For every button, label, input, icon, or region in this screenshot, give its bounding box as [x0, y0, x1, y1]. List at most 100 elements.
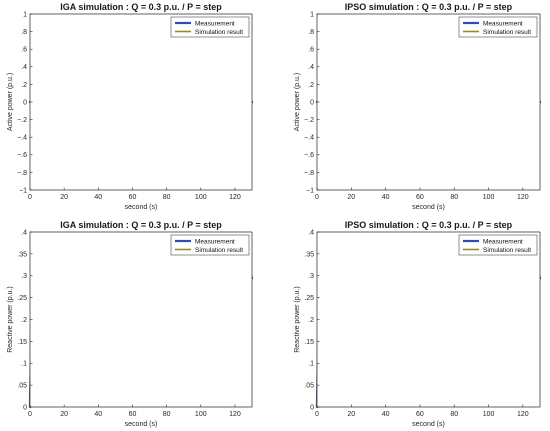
legend-label-simulation-result: Simulation result	[195, 247, 243, 254]
legend-label-measurement: Measurement	[483, 238, 523, 245]
y-tick-label: −.4	[304, 135, 314, 142]
y-tick-label: .4	[21, 229, 27, 236]
y-tick-label: .15	[304, 339, 314, 346]
x-tick-label: 100	[195, 411, 207, 418]
legend: Measurement Simulation result	[458, 234, 538, 256]
y-tick-label: −.2	[304, 117, 314, 124]
y-tick-label: −.2	[17, 117, 27, 124]
y-tick-label: −.4	[17, 135, 27, 142]
y-tick-label: −.8	[304, 170, 314, 177]
plot-frame	[29, 231, 253, 408]
chart-panel-4: 0 20 40 60 80 100 120 0 .05 .1 .15 .2 .25 .3 .35 .4 IPSO…	[294, 220, 542, 428]
chart-panel-3: 0 20 40 60 80 100 120 0 .05 .1 .15 .2 .25 .3 .35 .4 IGA …	[7, 220, 254, 428]
y-axis-label: Reactive power (p.u.)	[7, 286, 14, 353]
x-tick-label: 40	[382, 194, 390, 201]
y-tick-label: .6	[308, 47, 314, 54]
y-tick-label: −.6	[304, 152, 314, 159]
x-axis-label: second (s)	[412, 204, 445, 211]
x-tick-label: 80	[450, 194, 458, 201]
y-tick-label: .4	[308, 229, 314, 236]
x-tick-label: 20	[60, 411, 68, 418]
y-tick-label: .35	[17, 251, 27, 258]
legend-label-measurement: Measurement	[483, 20, 523, 27]
x-tick-label: 60	[416, 411, 424, 418]
x-tick-label: 20	[347, 194, 355, 201]
x-tick-label: 0	[28, 194, 32, 201]
legend-label-measurement: Measurement	[195, 238, 235, 245]
y-tick-label: .8	[308, 29, 314, 36]
y-tick-label: .2	[21, 317, 27, 324]
x-tick-label: 100	[195, 194, 207, 201]
chart-title: IGA simulation : Q = 0.3 p.u. / P = step	[60, 2, 222, 12]
legend: Measurement Simulation result	[170, 234, 250, 256]
x-tick-label: 20	[347, 411, 355, 418]
x-tick-label: 80	[163, 411, 171, 418]
plot-frame	[29, 13, 253, 191]
y-tick-label: .05	[17, 383, 27, 390]
y-tick-label: −.8	[17, 170, 27, 177]
y-tick-label: .1	[308, 361, 314, 368]
x-tick-label: 40	[94, 411, 102, 418]
y-tick-label: .25	[17, 295, 27, 302]
y-axis-label: Active power (p.u.)	[294, 73, 301, 131]
chart-title: IPSO simulation : Q = 0.3 p.u. / P = ste…	[345, 220, 513, 230]
y-tick-label: .25	[304, 295, 314, 302]
y-tick-label: .2	[308, 82, 314, 89]
y-tick-label: .4	[21, 64, 27, 71]
x-tick-label: 120	[229, 411, 241, 418]
y-tick-label: 0	[310, 404, 314, 411]
chart-title: IGA simulation : Q = 0.3 p.u. / P = step	[60, 220, 222, 230]
y-tick-label: 1	[23, 11, 27, 18]
x-tick-label: 80	[163, 194, 171, 201]
y-tick-label: .05	[304, 383, 314, 390]
x-tick-label: 120	[517, 411, 529, 418]
legend-label-simulation-result: Simulation result	[483, 29, 531, 36]
y-tick-label: .35	[304, 251, 314, 258]
y-tick-label: −1	[306, 187, 314, 194]
x-axis-label: second (s)	[125, 421, 158, 428]
x-axis-label: second (s)	[412, 421, 445, 428]
chart-title: IPSO simulation : Q = 0.3 p.u. / P = ste…	[345, 2, 513, 12]
legend: Measurement Simulation result	[458, 16, 538, 38]
x-tick-label: 80	[450, 411, 458, 418]
y-tick-label: .1	[21, 361, 27, 368]
y-tick-label: .4	[308, 64, 314, 71]
legend-label-simulation-result: Simulation result	[195, 29, 243, 36]
x-tick-label: 120	[517, 194, 529, 201]
y-tick-label: 0	[23, 404, 27, 411]
y-tick-label: .8	[21, 29, 27, 36]
x-axis-label: second (s)	[125, 204, 158, 211]
plot-frame	[316, 231, 541, 408]
x-tick-label: 0	[28, 411, 32, 418]
chart-panel-2: 0 20 40 60 80 100 120 −1 −.8 −.6 −.4 −.2 0 .2 .4 .6 .8 1 I…	[294, 2, 542, 211]
legend-label-simulation-result: Simulation result	[483, 247, 531, 254]
x-tick-label: 100	[483, 194, 495, 201]
y-axis-label: Reactive power (p.u.)	[294, 286, 301, 353]
y-tick-label: −1	[19, 187, 27, 194]
y-tick-label: .6	[21, 47, 27, 54]
x-tick-label: 100	[483, 411, 495, 418]
plot-frame	[316, 13, 541, 191]
y-tick-label: .3	[308, 273, 314, 280]
y-axis-label: Active power (p.u.)	[7, 73, 14, 131]
x-tick-label: 60	[129, 411, 137, 418]
chart-panel-1: 0 20 40 60 80 100 120 −1 −.8 −.6 −.4 −.2 0 .2 .4 .6 .8 1 I…	[7, 2, 254, 211]
y-tick-label: .2	[21, 82, 27, 89]
y-tick-label: .3	[21, 273, 27, 280]
x-tick-label: 20	[60, 194, 68, 201]
x-tick-label: 40	[382, 411, 390, 418]
legend: Measurement Simulation result	[170, 16, 250, 38]
x-tick-label: 0	[315, 411, 319, 418]
x-tick-label: 60	[129, 194, 137, 201]
y-tick-label: 1	[310, 11, 314, 18]
x-tick-label: 0	[315, 194, 319, 201]
x-tick-label: 40	[94, 194, 102, 201]
legend-label-measurement: Measurement	[195, 20, 235, 27]
x-tick-label: 120	[229, 194, 241, 201]
y-tick-label: .15	[17, 339, 27, 346]
y-tick-label: .2	[308, 317, 314, 324]
x-tick-label: 60	[416, 194, 424, 201]
y-tick-label: −.6	[17, 152, 27, 159]
y-tick-label: 0	[310, 99, 314, 106]
